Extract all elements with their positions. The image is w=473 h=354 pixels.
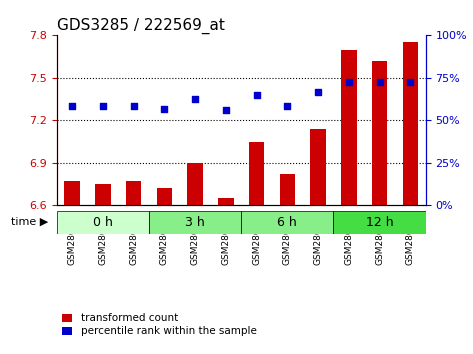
Point <box>160 106 168 112</box>
Point <box>345 79 352 85</box>
Bar <box>310 129 326 205</box>
Point <box>68 103 76 109</box>
Legend: transformed count, percentile rank within the sample: transformed count, percentile rank withi… <box>62 313 256 336</box>
Point <box>253 92 260 98</box>
Bar <box>126 181 141 205</box>
Bar <box>64 181 80 205</box>
Point <box>191 96 199 102</box>
Bar <box>218 198 234 205</box>
Point <box>99 103 107 109</box>
Point <box>376 79 383 85</box>
Point <box>314 89 322 95</box>
Bar <box>157 188 172 205</box>
Bar <box>280 174 295 205</box>
Point <box>130 103 137 109</box>
Text: 3 h: 3 h <box>185 216 205 229</box>
Text: GDS3285 / 222569_at: GDS3285 / 222569_at <box>57 18 225 34</box>
Text: 0 h: 0 h <box>93 216 113 229</box>
Bar <box>95 184 111 205</box>
Text: 6 h: 6 h <box>278 216 297 229</box>
Text: time ▶: time ▶ <box>11 217 48 227</box>
Point <box>283 103 291 109</box>
Bar <box>341 50 357 205</box>
FancyBboxPatch shape <box>57 211 149 234</box>
FancyBboxPatch shape <box>149 211 241 234</box>
Point <box>406 79 414 85</box>
Bar <box>403 42 418 205</box>
Bar <box>187 163 203 205</box>
Bar <box>249 142 264 205</box>
Bar <box>372 61 387 205</box>
FancyBboxPatch shape <box>241 211 333 234</box>
Text: 12 h: 12 h <box>366 216 394 229</box>
FancyBboxPatch shape <box>333 211 426 234</box>
Point <box>222 108 230 113</box>
